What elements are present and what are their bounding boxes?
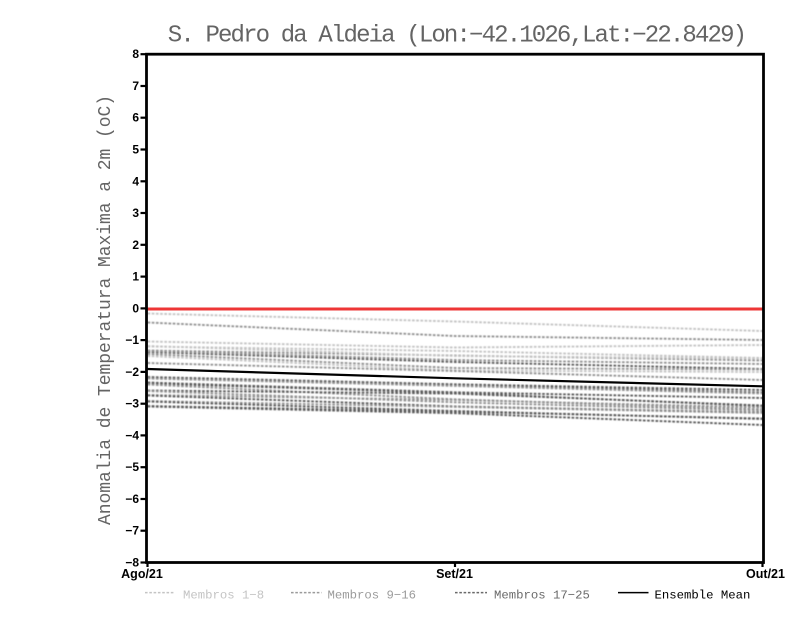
svg-text:−5: −5 [125, 460, 139, 474]
svg-text:Membros 1−8: Membros 1−8 [183, 589, 264, 603]
svg-text:3: 3 [132, 206, 139, 220]
svg-text:Membros 17−25: Membros 17−25 [494, 589, 590, 603]
svg-text:5: 5 [132, 143, 139, 157]
svg-text:−3: −3 [125, 397, 139, 411]
svg-text:1: 1 [132, 270, 139, 284]
svg-text:−1: −1 [125, 333, 139, 347]
svg-text:4: 4 [132, 174, 139, 188]
svg-text:6: 6 [132, 111, 139, 125]
svg-text:Membros 9−16: Membros 9−16 [328, 589, 417, 603]
svg-text:−2: −2 [125, 365, 139, 379]
svg-text:Set/21: Set/21 [436, 567, 473, 581]
svg-text:Out/21: Out/21 [746, 567, 785, 581]
svg-text:7: 7 [132, 79, 139, 93]
svg-text:Anomalia de Temperatura Maxima: Anomalia de Temperatura Maxima a 2m (oC) [96, 95, 116, 525]
svg-text:−4: −4 [125, 428, 139, 442]
svg-text:8: 8 [132, 47, 139, 61]
svg-text:2: 2 [132, 238, 139, 252]
svg-text:−8: −8 [125, 556, 139, 570]
svg-text:Ensemble Mean: Ensemble Mean [655, 589, 751, 603]
svg-text:−7: −7 [125, 524, 139, 538]
svg-text:−6: −6 [125, 492, 139, 506]
svg-text:S. Pedro da Aldeia (Lon:−42.10: S. Pedro da Aldeia (Lon:−42.1026,Lat:−22… [168, 23, 745, 50]
svg-text:Ago/21: Ago/21 [121, 567, 163, 581]
svg-text:0: 0 [132, 301, 139, 315]
